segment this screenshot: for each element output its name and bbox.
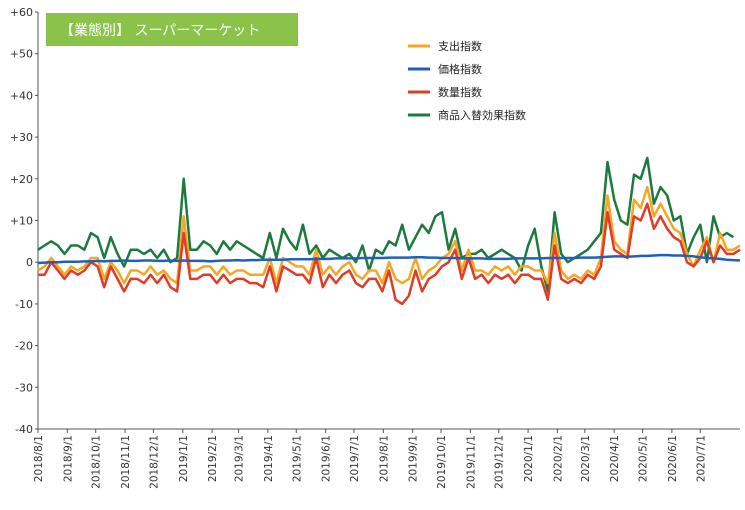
x-axis: 2018/8/1 2018/9/1 2018/10/1 2018/11/1 2018/1…: [33, 428, 740, 489]
x-tick-label: 2020/1/1: [523, 435, 535, 482]
x-tick-label: 2018/11/1: [120, 435, 132, 489]
x-tick-label: 2019/6/1: [321, 435, 333, 482]
x-tick-label: 2019/5/1: [291, 435, 303, 482]
y-tick-label: +60: [10, 6, 33, 19]
legend-label: 価格指数: [438, 62, 482, 76]
series-line-3: [37, 156, 735, 293]
x-tick-label: 2020/3/1: [580, 435, 592, 482]
y-tick-label: -10: [15, 298, 33, 311]
x-tick-label: 2019/11/1: [465, 435, 477, 489]
x-tick-label: 2019/10/1: [436, 435, 448, 489]
x-tick-label: 2020/5/1: [638, 435, 650, 482]
x-tick-label: 2020/4/1: [609, 435, 621, 482]
y-tick-label: 0: [26, 256, 33, 269]
x-tick-label: 2019/9/1: [408, 435, 420, 482]
x-tick-label: 2019/4/1: [263, 435, 275, 482]
series-line-1: [37, 253, 741, 265]
legend-label: 商品入替効果指数: [438, 108, 526, 122]
legend-label: 支出指数: [438, 39, 482, 53]
x-tick-label: 2019/3/1: [234, 435, 246, 482]
y-tick-label: -30: [15, 381, 33, 394]
series-line-0: [37, 185, 741, 285]
y-tick-label: +10: [10, 215, 33, 228]
legend-label: 数量指数: [438, 85, 482, 99]
x-tick-label: 2018/12/1: [148, 435, 160, 489]
y-tick-label: +50: [10, 48, 33, 61]
x-tick-label: 2019/8/1: [378, 435, 390, 482]
series-lines: [37, 156, 741, 306]
x-tick-label: 2020/7/1: [695, 435, 707, 482]
chart-title-box: 【業態別】 スーパーマーケット: [46, 13, 298, 46]
chart-title: 【業態別】 スーパーマーケット: [60, 23, 260, 39]
x-tick-label: 2019/12/1: [494, 435, 506, 489]
y-tick-label: +40: [10, 89, 33, 102]
chart-title-background: [46, 13, 298, 46]
x-tick-label: 2019/7/1: [349, 435, 361, 482]
y-tick-label: -20: [15, 340, 33, 353]
x-tick-label: 2020/2/1: [552, 435, 564, 482]
x-tick-label: 2018/9/1: [62, 435, 74, 482]
y-tick-label: +30: [10, 131, 33, 144]
x-tick-label: 2019/2/1: [207, 435, 219, 482]
x-tick-label: 2019/1/1: [178, 435, 190, 482]
y-tick-label: -40: [15, 423, 33, 436]
y-axis: -40 -30 -20 -10 0 +10 +20 +30 +40 +50 +60: [10, 6, 39, 436]
series-line-2: [38, 202, 741, 306]
y-tick-label: +20: [10, 173, 33, 186]
x-tick-label: 2020/6/1: [667, 435, 679, 482]
x-tick-label: 2018/10/1: [91, 435, 103, 489]
x-tick-label: 2018/8/1: [33, 435, 45, 482]
